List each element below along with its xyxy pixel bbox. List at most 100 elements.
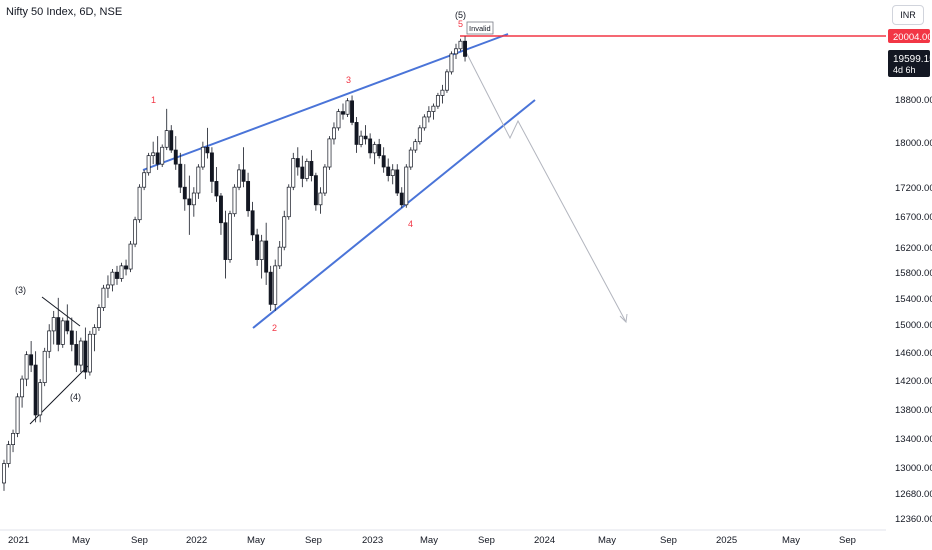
candle-body[interactable] <box>309 160 314 176</box>
candle-body[interactable] <box>435 95 440 107</box>
candle-body[interactable] <box>422 116 427 129</box>
candle-body[interactable] <box>200 146 205 168</box>
candle-body[interactable] <box>463 40 467 57</box>
candle-body[interactable] <box>318 192 323 206</box>
candle-body[interactable] <box>74 344 79 366</box>
time-axis[interactable]: 2021 May Sep 2022 May Sep 2023 May Sep 2… <box>0 529 886 546</box>
candle-body[interactable] <box>51 317 56 332</box>
candle-body[interactable] <box>196 166 201 194</box>
candle-body[interactable] <box>173 149 178 165</box>
candle-body[interactable] <box>237 169 241 188</box>
candle-body[interactable] <box>83 340 88 373</box>
candle-body[interactable] <box>29 354 34 366</box>
candle-body[interactable] <box>426 111 431 118</box>
candle-body[interactable] <box>404 166 409 206</box>
currency-selector[interactable]: INR <box>892 5 924 25</box>
candle-body[interactable] <box>304 160 309 179</box>
candle-body[interactable] <box>454 48 458 55</box>
candle-body[interactable] <box>110 271 115 286</box>
candle-body[interactable] <box>96 307 101 328</box>
candle-body[interactable] <box>219 195 223 224</box>
triangle-upper-line[interactable] <box>41 296 81 327</box>
invalid-note-box[interactable] <box>466 21 494 35</box>
candle-body[interactable] <box>24 354 29 380</box>
candle-body[interactable] <box>214 181 219 197</box>
candle-body[interactable] <box>359 135 364 145</box>
candle-body[interactable] <box>458 40 463 50</box>
candle-body[interactable] <box>363 135 368 140</box>
candle-body[interactable] <box>386 166 391 176</box>
candle-body[interactable] <box>137 186 142 221</box>
candle-body[interactable] <box>47 330 52 352</box>
candle-body[interactable] <box>408 149 413 168</box>
projection-path[interactable] <box>464 49 627 323</box>
candle-body[interactable] <box>449 53 454 73</box>
candle-body[interactable] <box>155 152 160 165</box>
candle-body[interactable] <box>336 111 341 129</box>
candle-body[interactable] <box>33 364 38 416</box>
candle-body[interactable] <box>78 340 83 366</box>
candle-body[interactable] <box>69 330 74 345</box>
candle-body[interactable] <box>65 320 70 332</box>
candle-body[interactable] <box>128 243 133 270</box>
candle-body[interactable] <box>106 284 110 289</box>
candle-body[interactable] <box>255 234 260 260</box>
candle-body[interactable] <box>209 152 214 182</box>
candle-body[interactable] <box>11 433 15 445</box>
candle-body[interactable] <box>228 213 232 260</box>
candle-body[interactable] <box>164 130 169 148</box>
candle-body[interactable] <box>431 105 436 112</box>
candle-body[interactable] <box>246 181 251 212</box>
candle-body[interactable] <box>327 138 332 168</box>
candle-body[interactable] <box>273 265 278 305</box>
candle-body[interactable] <box>6 444 11 464</box>
candles-layer[interactable] <box>2 36 467 491</box>
candle-body[interactable] <box>332 127 336 140</box>
candle-body[interactable] <box>182 186 187 200</box>
price-axis[interactable]: 18800.00 18000.00 17200.00 16700.00 1620… <box>895 95 932 525</box>
candle-body[interactable] <box>377 144 382 157</box>
candle-body[interactable] <box>191 192 196 206</box>
candle-body[interactable] <box>345 100 350 115</box>
candle-body[interactable] <box>151 152 156 157</box>
candle-body[interactable] <box>142 172 147 188</box>
candle-body[interactable] <box>413 141 418 151</box>
candle-body[interactable] <box>241 169 246 182</box>
candle-body[interactable] <box>101 287 106 309</box>
drawings[interactable] <box>29 33 886 425</box>
candle-body[interactable] <box>259 240 264 260</box>
candle-body[interactable] <box>390 169 395 176</box>
candle-body[interactable] <box>146 155 151 174</box>
candle-body[interactable] <box>268 271 273 305</box>
candle-body[interactable] <box>372 144 377 154</box>
candle-body[interactable] <box>169 130 174 151</box>
candle-body[interactable] <box>232 186 237 215</box>
candle-body[interactable] <box>205 146 210 154</box>
candle-body[interactable] <box>56 317 61 345</box>
candle-body[interactable] <box>350 100 354 123</box>
candle-body[interactable] <box>160 146 165 165</box>
candle-body[interactable] <box>341 111 345 115</box>
candle-body[interactable] <box>300 166 305 179</box>
candle-body[interactable] <box>313 175 318 206</box>
candle-body[interactable] <box>38 382 43 416</box>
candle-body[interactable] <box>354 122 359 145</box>
candle-body[interactable] <box>2 463 6 484</box>
candle-body[interactable] <box>115 271 119 279</box>
candle-body[interactable] <box>277 246 282 267</box>
candle-body[interactable] <box>178 163 183 188</box>
candle-body[interactable] <box>282 216 287 248</box>
candle-body[interactable] <box>440 89 445 96</box>
candle-body[interactable] <box>60 320 65 345</box>
candle-body[interactable] <box>322 166 327 194</box>
candle-body[interactable] <box>223 222 228 260</box>
candle-body[interactable] <box>92 327 97 335</box>
candle-body[interactable] <box>20 378 25 398</box>
candle-body[interactable] <box>399 192 404 206</box>
candle-body[interactable] <box>133 219 138 245</box>
candle-body[interactable] <box>124 265 128 270</box>
candle-body[interactable] <box>395 169 400 194</box>
candle-body[interactable] <box>15 396 20 434</box>
candle-body[interactable] <box>119 265 124 279</box>
